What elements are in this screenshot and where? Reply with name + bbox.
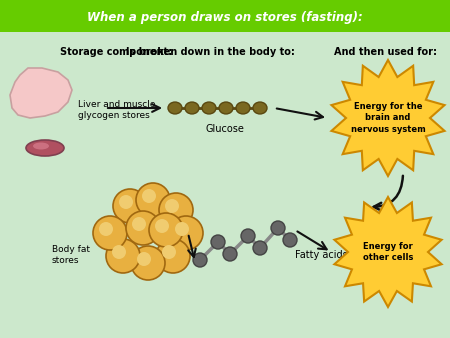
Ellipse shape: [168, 102, 182, 114]
Ellipse shape: [219, 102, 233, 114]
Circle shape: [283, 233, 297, 247]
Polygon shape: [332, 60, 445, 176]
Text: Energy for
other cells: Energy for other cells: [363, 242, 413, 262]
Circle shape: [155, 219, 169, 233]
Circle shape: [126, 211, 160, 245]
Circle shape: [112, 245, 126, 259]
Circle shape: [93, 216, 127, 250]
Circle shape: [241, 229, 255, 243]
Text: Storage component:: Storage component:: [60, 47, 172, 57]
Text: Liver and muscle
glycogen stores: Liver and muscle glycogen stores: [78, 100, 156, 120]
Polygon shape: [334, 197, 441, 307]
Circle shape: [165, 199, 179, 213]
Circle shape: [253, 241, 267, 255]
Circle shape: [149, 213, 183, 247]
Circle shape: [162, 245, 176, 259]
Text: Body fat
stores: Body fat stores: [52, 245, 90, 265]
Ellipse shape: [202, 102, 216, 114]
Circle shape: [169, 216, 203, 250]
Circle shape: [131, 246, 165, 280]
Circle shape: [132, 217, 146, 231]
Circle shape: [99, 222, 113, 236]
Ellipse shape: [26, 140, 64, 156]
Circle shape: [271, 221, 285, 235]
Circle shape: [211, 235, 225, 249]
Circle shape: [175, 222, 189, 236]
Ellipse shape: [253, 102, 267, 114]
Bar: [0, 0, 450, 32]
Text: When a person draws on stores (fasting):: When a person draws on stores (fasting):: [87, 10, 363, 24]
Circle shape: [119, 195, 133, 209]
Text: Fatty acids: Fatty acids: [295, 250, 348, 260]
Circle shape: [142, 189, 156, 203]
Circle shape: [159, 193, 193, 227]
Ellipse shape: [236, 102, 250, 114]
Ellipse shape: [185, 102, 199, 114]
Circle shape: [156, 239, 190, 273]
Polygon shape: [10, 68, 72, 118]
Text: Is broken down in the body to:: Is broken down in the body to:: [126, 47, 294, 57]
Circle shape: [193, 253, 207, 267]
Circle shape: [137, 252, 151, 266]
Circle shape: [136, 183, 170, 217]
Text: Energy for the
brain and
nervous system: Energy for the brain and nervous system: [351, 102, 425, 134]
Circle shape: [223, 247, 237, 261]
Ellipse shape: [33, 143, 49, 149]
Circle shape: [113, 189, 147, 223]
Text: Glucose: Glucose: [205, 124, 244, 134]
Text: And then used for:: And then used for:: [333, 47, 436, 57]
Circle shape: [106, 239, 140, 273]
